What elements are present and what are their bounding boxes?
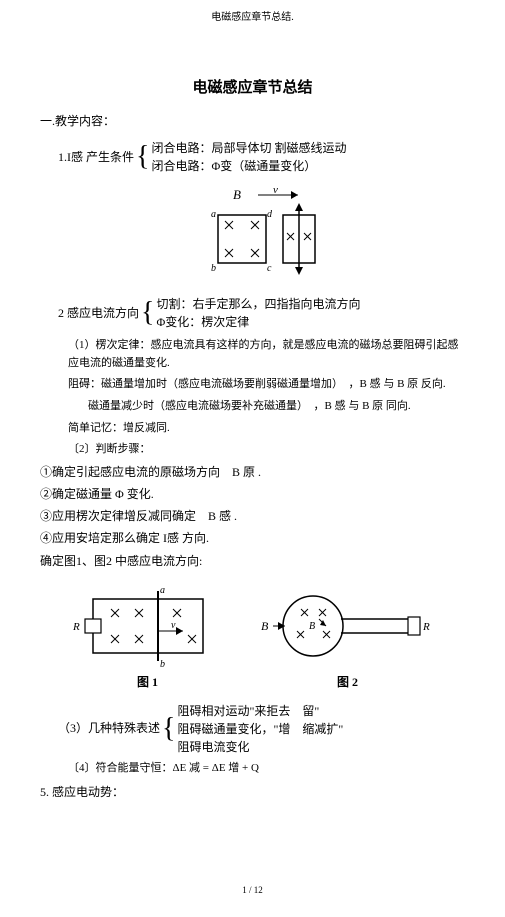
item1-label: 1.I感 产生条件 xyxy=(58,148,134,167)
doc-title: 电磁感应章节总结 xyxy=(40,76,465,100)
b-label: B xyxy=(233,187,241,202)
item1-line-a: 闭合电路：局部导体切 割磁感线运动 xyxy=(151,139,346,157)
figure-1: R a b v 图 1 xyxy=(63,581,233,692)
item3-label: （3）几种特殊表述 xyxy=(58,719,160,738)
figure-row: R a b v 图 1 R xyxy=(40,581,465,692)
item2-line-b: Φ变化：楞次定律 xyxy=(156,313,360,331)
section-1-heading: 一.教学内容： xyxy=(40,112,465,131)
svg-text:c: c xyxy=(267,263,272,274)
item3-line-a: 阻碍相对运动"来拒去 留" xyxy=(177,702,343,720)
step-2: ②确定磁通量 Φ 变化. xyxy=(40,485,465,504)
fig2-label: 图 2 xyxy=(253,673,443,692)
page-header: 电磁感应章节总结. xyxy=(40,10,465,26)
figure-instruction: 确定图1、图2 中感应电流方向: xyxy=(40,552,465,571)
brace-icon: { xyxy=(162,715,175,743)
condition-group: 1.I感 产生条件 { 闭合电路：局部导体切 割磁感线运动 闭合电路：Φ变（磁通… xyxy=(58,139,465,175)
direction-group: 2 感应电流方向 { 切割：右手定那么，四指指向电流方向 Φ变化：楞次定律 xyxy=(58,295,465,331)
step-1: ①确定引起感应电流的原磁场方向 B 原 . xyxy=(40,463,465,482)
svg-text:v: v xyxy=(171,620,176,631)
brace-icon: { xyxy=(136,143,149,171)
svg-text:b: b xyxy=(160,659,165,670)
v-label: v xyxy=(273,185,278,196)
svg-text:a: a xyxy=(160,585,165,596)
step-3: ③应用楞次定律增反减同确定 B 感 . xyxy=(40,507,465,526)
item3-line-b: 阻碍磁通量变化，"增 缩减扩" xyxy=(177,720,343,738)
step-heading: 〔2〕判断步骤： xyxy=(68,441,465,459)
figure-2: R B B 图 2 xyxy=(253,581,443,692)
lenz-law-text: （1）楞次定律：感应电流具有这样的方向，就是感应电流的磁场总要阻碍引起感应电流的… xyxy=(68,337,465,372)
fig1-label: 图 1 xyxy=(63,673,233,692)
figure-top: B v a d b c xyxy=(40,185,465,285)
svg-text:d: d xyxy=(267,209,273,220)
item2-label: 2 感应电流方向 xyxy=(58,304,139,323)
brace-icon: { xyxy=(141,299,154,327)
svg-text:B: B xyxy=(261,619,269,633)
arrow-up-icon xyxy=(295,203,303,211)
hinder-text-1: 阻碍：磁通量增加时（感应电流磁场要削弱磁通量增加） ，B 感 与 B 原 反向. xyxy=(68,376,465,394)
item1-line-b: 闭合电路：Φ变（磁通量变化） xyxy=(151,157,346,175)
svg-text:R: R xyxy=(422,621,430,633)
svg-text:b: b xyxy=(211,263,216,274)
item5-text: 5. 感应电动势： xyxy=(40,783,465,802)
step-4: ④应用安培定那么确定 I感 方向. xyxy=(40,529,465,548)
svg-text:B: B xyxy=(309,621,315,632)
item3-line-c: 阻碍电流变化 xyxy=(177,738,343,756)
hinder-text-2: 磁通量减少时（感应电流磁场要补充磁通量） ，B 感 与 B 原 同向. xyxy=(88,398,465,416)
svg-text:R: R xyxy=(72,621,80,633)
memory-text: 简单记忆：增反减同. xyxy=(68,420,465,438)
page-footer: 1 / 12 xyxy=(40,883,465,897)
arrow-down-icon xyxy=(295,267,303,275)
special-group: （3）几种特殊表述 { 阻碍相对运动"来拒去 留" 阻碍磁通量变化，"增 缩减扩… xyxy=(58,702,465,756)
svg-text:a: a xyxy=(211,209,216,220)
item2-line-a: 切割：右手定那么，四指指向电流方向 xyxy=(156,295,360,313)
item4-text: 〔4〕符合能量守恒：ΔE 减 = ΔE 增 + Q xyxy=(68,760,465,778)
